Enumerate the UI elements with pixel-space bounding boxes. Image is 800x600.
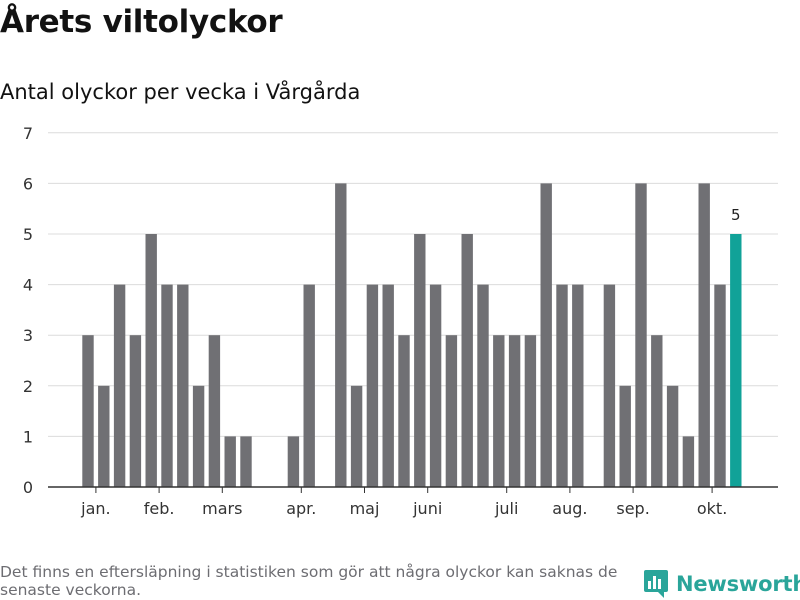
- bar: [603, 284, 616, 487]
- chart-title: Årets viltolyckor: [0, 4, 283, 40]
- bar: [572, 284, 584, 487]
- bars: [82, 183, 742, 487]
- bar: [619, 385, 631, 487]
- bar: [113, 284, 126, 487]
- data-labels: 5: [731, 206, 741, 224]
- bar: [303, 284, 315, 487]
- bar: [224, 436, 236, 487]
- bar: [98, 385, 110, 487]
- y-tick-label: 6: [23, 174, 33, 193]
- bar: [161, 284, 173, 487]
- y-tick-label: 3: [23, 326, 33, 345]
- bar: [682, 436, 695, 487]
- y-tick-label: 1: [23, 427, 33, 446]
- y-tick-label: 4: [23, 276, 33, 295]
- bar: [429, 284, 442, 487]
- bar: [493, 335, 505, 487]
- bar-chart: 0 1 2 3 4 5 6 7 jan. feb. mars apr. maj juni juli aug.…: [23, 124, 778, 518]
- bar: [177, 284, 189, 487]
- bar-chart-speech-bubble-icon: [644, 570, 668, 598]
- bar: [350, 385, 363, 487]
- chart-subtitle: Antal olyckor per vecka i Vårgårda: [0, 80, 361, 104]
- x-tick-label: juli: [494, 499, 518, 518]
- footnote: Det finns en eftersläpning i statistiken…: [0, 563, 618, 599]
- y-tick-label: 5: [23, 225, 33, 244]
- last-value-label: 5: [731, 206, 741, 224]
- x-axis: jan. feb. mars apr. maj juni juli aug. sep. okt.: [48, 486, 778, 518]
- bar: [445, 335, 458, 487]
- x-tick-label: okt.: [697, 499, 727, 518]
- y-axis-ticks: 0 1 2 3 4 5 6 7: [23, 124, 33, 497]
- y-tick-label: 0: [23, 478, 33, 497]
- bar: [129, 335, 142, 487]
- bar: [192, 385, 205, 487]
- bar: [145, 234, 157, 487]
- x-tick-label: juni: [412, 499, 442, 518]
- bar: [477, 284, 489, 487]
- bar: [208, 335, 221, 487]
- bar: [414, 234, 426, 487]
- bar: [714, 284, 726, 487]
- y-tick-label: 7: [23, 124, 33, 143]
- bar: [666, 385, 679, 487]
- bar: [508, 335, 521, 487]
- bar: [240, 436, 252, 487]
- bar-highlighted: [730, 234, 742, 487]
- bar: [366, 284, 379, 487]
- bar: [698, 183, 710, 487]
- y-tick-label: 2: [23, 377, 33, 396]
- bar: [540, 183, 552, 487]
- brand-logo: Newsworthy: [644, 570, 800, 598]
- bar: [524, 335, 537, 487]
- bar: [382, 284, 394, 487]
- x-tick-label: apr.: [286, 499, 316, 518]
- x-tick-label: jan.: [80, 499, 110, 518]
- brand-name: Newsworthy: [676, 572, 800, 596]
- x-tick-label: aug.: [552, 499, 587, 518]
- bar: [398, 335, 410, 487]
- bar: [635, 183, 647, 487]
- bar: [82, 335, 94, 487]
- x-tick-label: sep.: [616, 499, 649, 518]
- bar: [556, 284, 568, 487]
- x-tick-label: maj: [350, 499, 380, 518]
- x-tick-label: feb.: [144, 499, 175, 518]
- bar: [335, 183, 347, 487]
- bar: [287, 436, 300, 487]
- x-tick-label: mars: [202, 499, 242, 518]
- bar: [651, 335, 663, 487]
- bar: [461, 234, 473, 487]
